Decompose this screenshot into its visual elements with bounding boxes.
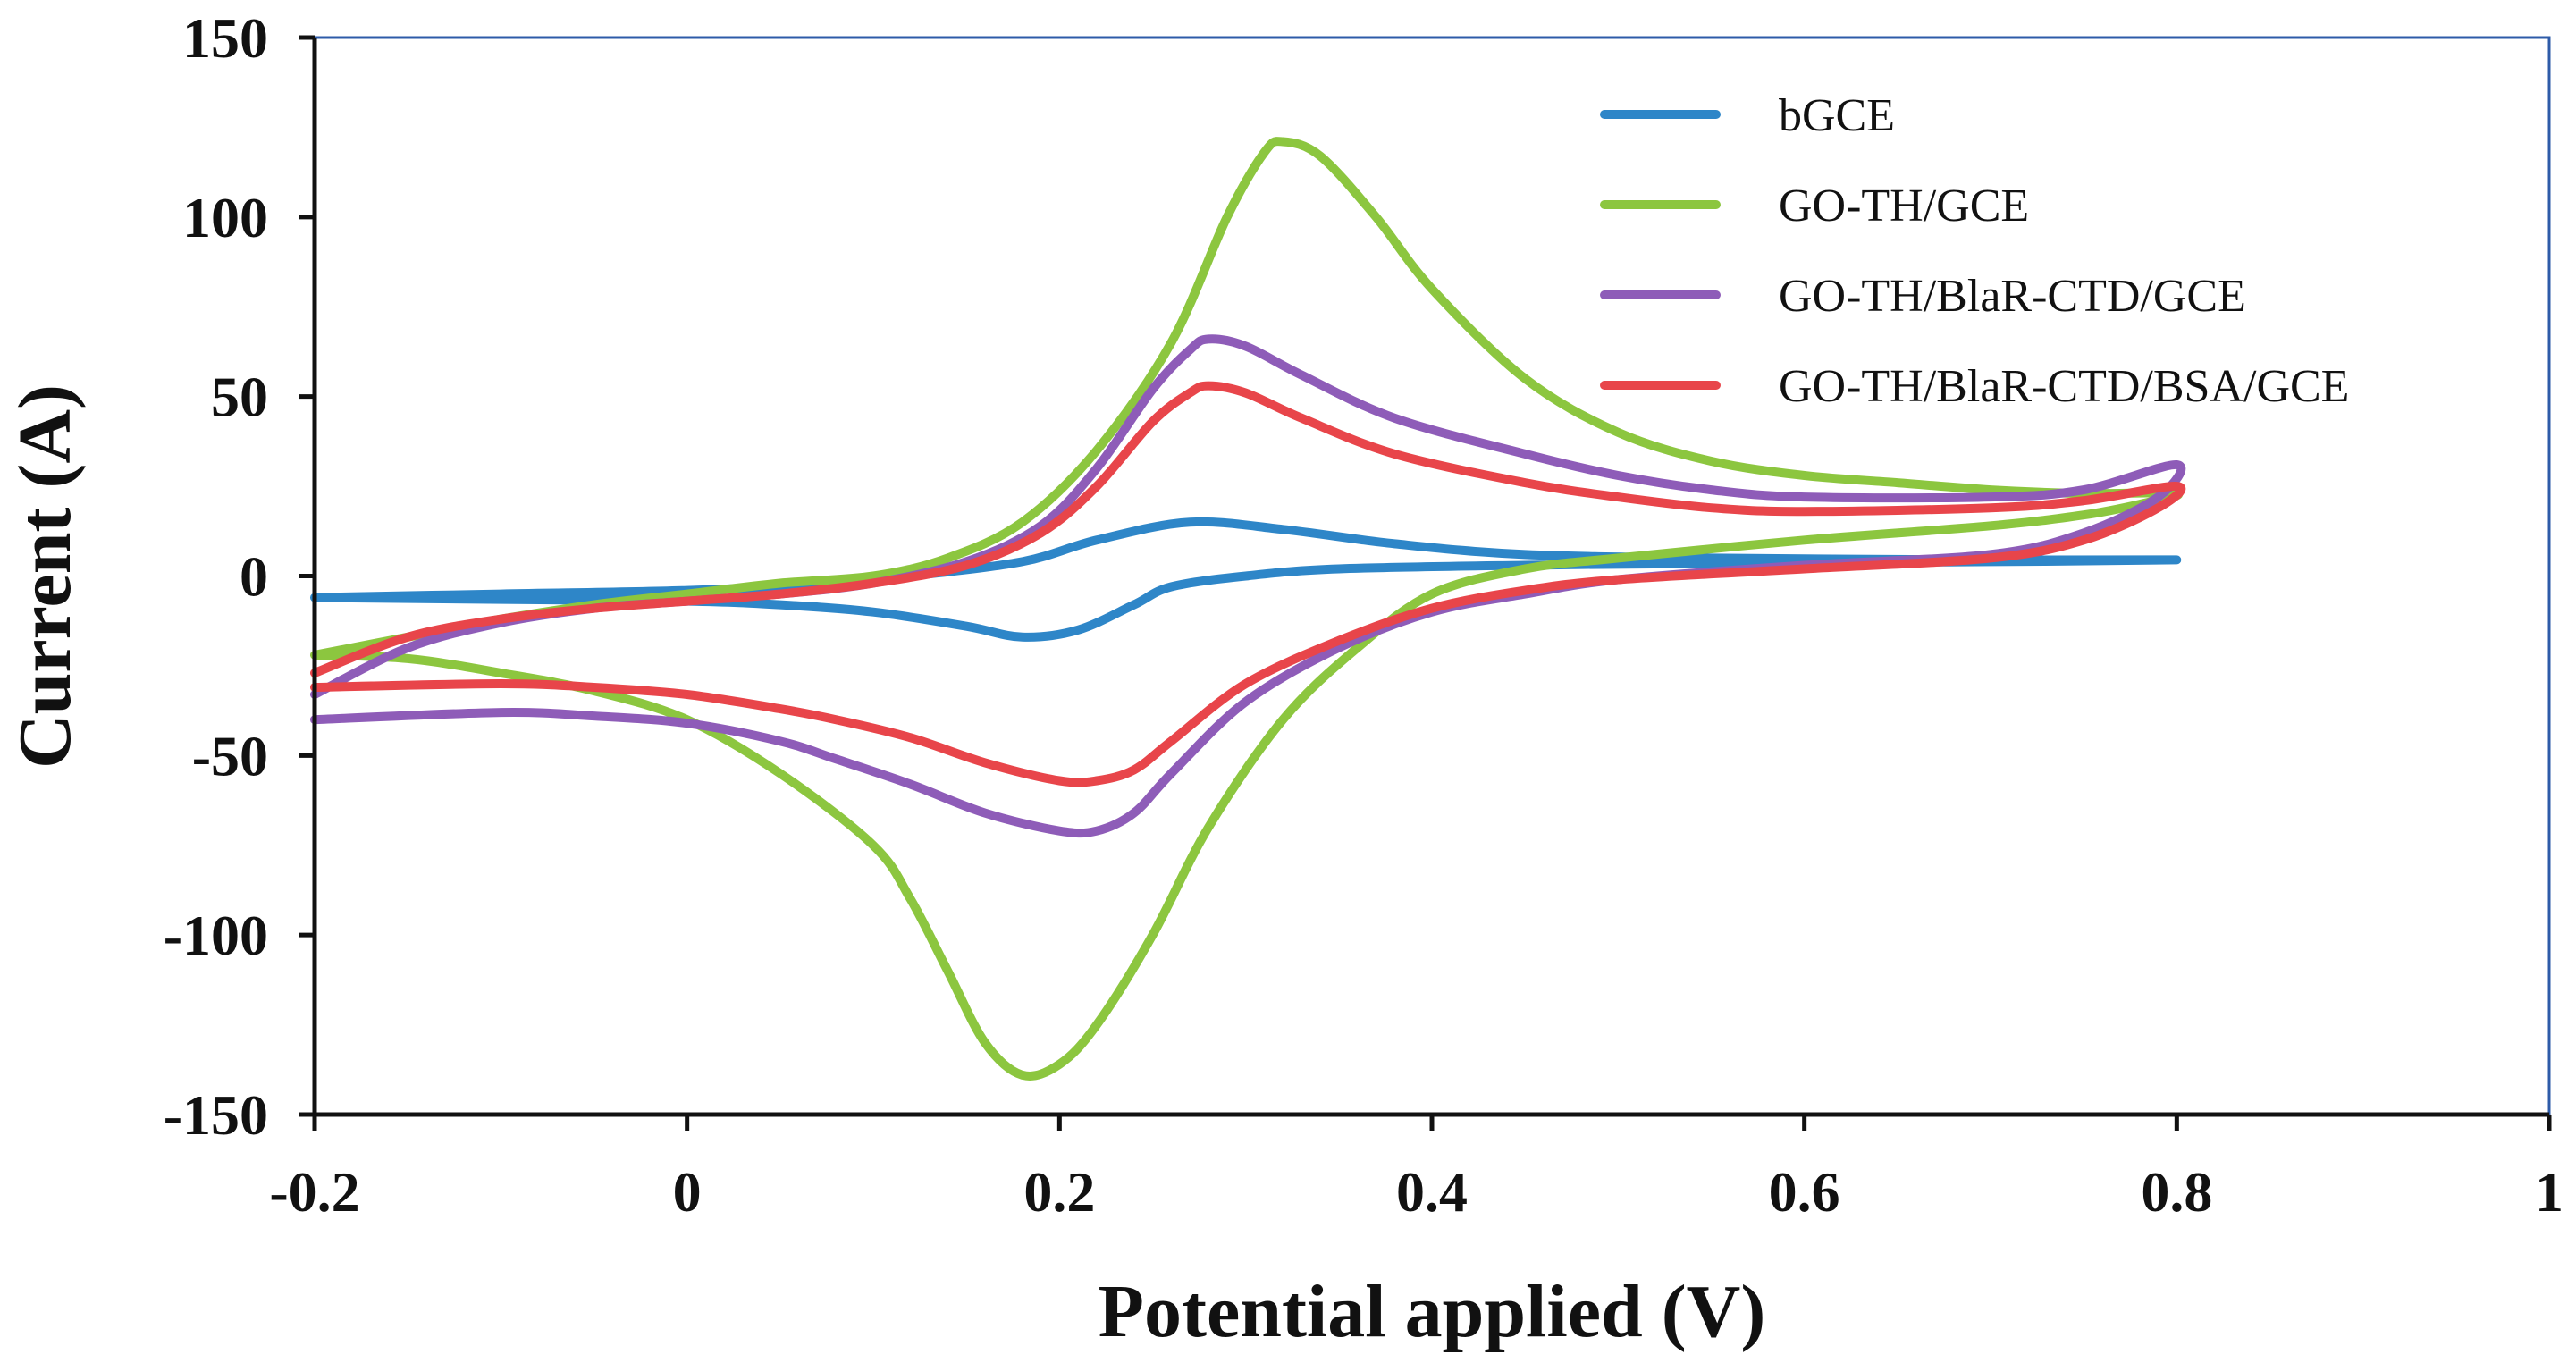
y-tick-label: 150 bbox=[182, 6, 268, 70]
x-tick-label: 0.4 bbox=[1396, 1160, 1468, 1224]
y-tick-label: 50 bbox=[211, 366, 268, 429]
x-tick-label: 0.6 bbox=[1769, 1160, 1840, 1224]
y-tick-label: -50 bbox=[192, 724, 268, 787]
y-tick-label: -150 bbox=[164, 1083, 268, 1147]
x-ticks: -0.2 0 0.2 0.4 0.6 0.8 1 bbox=[269, 1115, 2563, 1224]
y-tick-label: -100 bbox=[164, 904, 268, 967]
x-tick-label: 1 bbox=[2535, 1160, 2563, 1224]
legend: bGCE GO-TH/GCE GO-TH/BlaR-CTD/GCE GO-TH/Bla… bbox=[1600, 90, 2349, 412]
y-tick-label: 0 bbox=[240, 545, 268, 609]
legend-label-3: GO-TH/BlaR-CTD/GCE bbox=[1779, 271, 2246, 322]
legend-label-4: GO-TH/BlaR-CTD/BSA/GCE bbox=[1779, 361, 2349, 412]
legend-label-1: bGCE bbox=[1779, 90, 1895, 141]
x-tick-label: -0.2 bbox=[269, 1160, 359, 1224]
legend-label-2: GO-TH/GCE bbox=[1779, 181, 2029, 231]
x-tick-label: 0.8 bbox=[2141, 1160, 2212, 1224]
y-tick-label: 100 bbox=[182, 186, 268, 249]
series-layer bbox=[310, 137, 2186, 1081]
y-ticks: -150 -100 -50 0 50 100 150 bbox=[164, 6, 315, 1147]
x-tick-label: 0 bbox=[673, 1160, 702, 1224]
series-line-4 bbox=[310, 381, 2186, 787]
x-axis-title: Potential applied (V) bbox=[1099, 1270, 1766, 1353]
y-axis-title: Current (A) bbox=[4, 384, 87, 769]
x-tick-label: 0.2 bbox=[1023, 1160, 1095, 1224]
